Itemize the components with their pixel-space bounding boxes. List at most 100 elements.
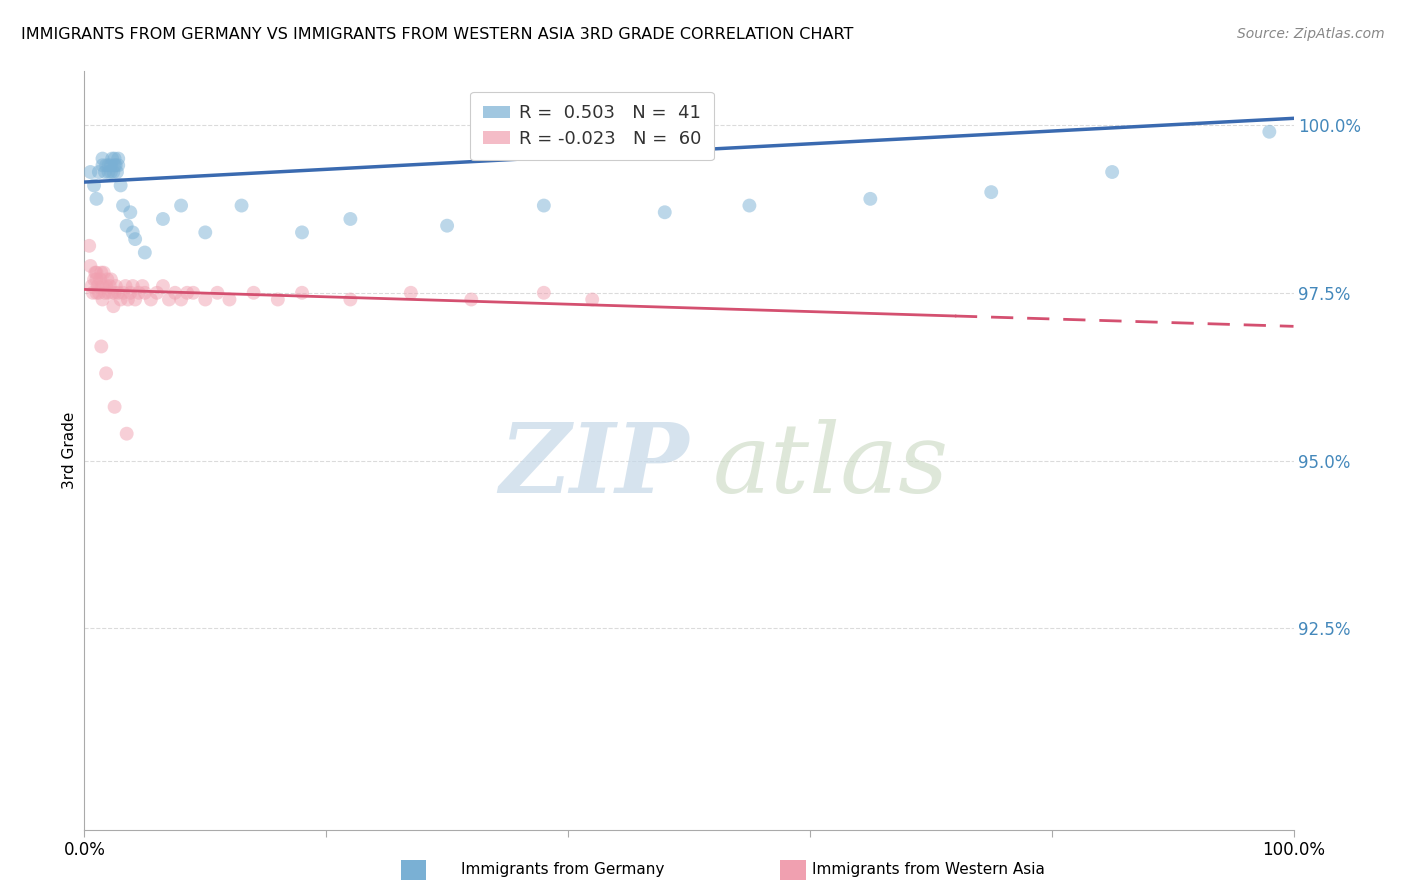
Point xyxy=(170,293,193,307)
Point xyxy=(94,158,117,172)
Point xyxy=(291,285,314,300)
Point xyxy=(100,165,122,179)
Point xyxy=(121,279,143,293)
Point xyxy=(94,165,117,179)
Point xyxy=(80,279,103,293)
Point xyxy=(533,285,555,300)
Point xyxy=(165,285,187,300)
Point xyxy=(90,339,112,353)
Point xyxy=(107,158,129,172)
Point xyxy=(291,226,314,240)
Point xyxy=(91,158,114,172)
Point xyxy=(87,165,110,179)
Point xyxy=(114,279,136,293)
Point xyxy=(152,211,174,226)
Point xyxy=(218,293,240,307)
Point xyxy=(98,279,121,293)
Point xyxy=(104,285,127,300)
Point xyxy=(134,285,156,300)
Point xyxy=(100,272,122,286)
Point xyxy=(436,219,458,233)
Point xyxy=(104,400,127,414)
Point xyxy=(110,293,132,307)
Point xyxy=(194,293,217,307)
Point xyxy=(231,198,253,212)
Point xyxy=(97,165,120,179)
Point xyxy=(77,239,100,253)
Text: IMMIGRANTS FROM GERMANY VS IMMIGRANTS FROM WESTERN ASIA 3RD GRADE CORRELATION CH: IMMIGRANTS FROM GERMANY VS IMMIGRANTS FR… xyxy=(21,27,853,42)
Point xyxy=(460,293,482,307)
Point xyxy=(121,226,143,240)
Point xyxy=(91,152,114,166)
Point xyxy=(93,266,115,280)
Point xyxy=(120,205,142,219)
Point xyxy=(86,192,108,206)
Point xyxy=(83,272,105,286)
Point xyxy=(91,279,114,293)
Point xyxy=(107,285,129,300)
Point xyxy=(176,285,198,300)
Point xyxy=(104,152,127,166)
Point xyxy=(79,165,101,179)
Point xyxy=(112,285,135,300)
Point xyxy=(115,426,138,441)
Text: atlas: atlas xyxy=(713,418,949,513)
Point xyxy=(738,198,761,212)
Point xyxy=(89,272,111,286)
Point xyxy=(152,279,174,293)
Text: Source: ZipAtlas.com: Source: ZipAtlas.com xyxy=(1237,27,1385,41)
Point xyxy=(104,158,127,172)
Point xyxy=(157,293,180,307)
Point xyxy=(980,185,1002,199)
Point xyxy=(86,272,108,286)
Point xyxy=(1101,165,1123,179)
Point xyxy=(139,293,162,307)
Point xyxy=(100,158,122,172)
Point xyxy=(94,366,117,380)
Point xyxy=(146,285,169,300)
Point xyxy=(181,285,204,300)
Point xyxy=(581,293,603,307)
Point xyxy=(103,299,125,313)
Point xyxy=(91,293,114,307)
Point xyxy=(859,192,882,206)
Point xyxy=(131,279,153,293)
Point xyxy=(84,266,107,280)
Point xyxy=(96,272,118,286)
Point xyxy=(170,198,193,212)
Y-axis label: 3rd Grade: 3rd Grade xyxy=(62,412,77,489)
Point xyxy=(104,279,127,293)
Point xyxy=(94,285,117,300)
Point xyxy=(207,285,229,300)
Text: ZIP: ZIP xyxy=(499,418,689,513)
Point xyxy=(654,205,676,219)
Point xyxy=(82,285,104,300)
Point xyxy=(110,178,132,193)
Point xyxy=(105,165,128,179)
Point xyxy=(339,293,361,307)
Point xyxy=(112,198,135,212)
Point xyxy=(94,279,117,293)
Point xyxy=(124,232,146,246)
Point xyxy=(107,152,129,166)
Point xyxy=(104,158,127,172)
Point xyxy=(115,219,138,233)
Point xyxy=(101,285,124,300)
Point xyxy=(79,259,101,273)
Point xyxy=(242,285,264,300)
Point xyxy=(339,211,361,226)
Point xyxy=(120,285,142,300)
Legend: R =  0.503   N =  41, R = -0.023   N =  60: R = 0.503 N = 41, R = -0.023 N = 60 xyxy=(471,92,714,161)
Point xyxy=(1258,125,1281,139)
Point xyxy=(97,158,120,172)
Point xyxy=(267,293,290,307)
Point xyxy=(399,285,422,300)
Point xyxy=(194,226,217,240)
Point xyxy=(86,279,108,293)
Point xyxy=(128,285,150,300)
Point xyxy=(101,152,124,166)
Point xyxy=(97,285,120,300)
Point xyxy=(90,266,112,280)
Point xyxy=(87,285,110,300)
Point xyxy=(533,198,555,212)
